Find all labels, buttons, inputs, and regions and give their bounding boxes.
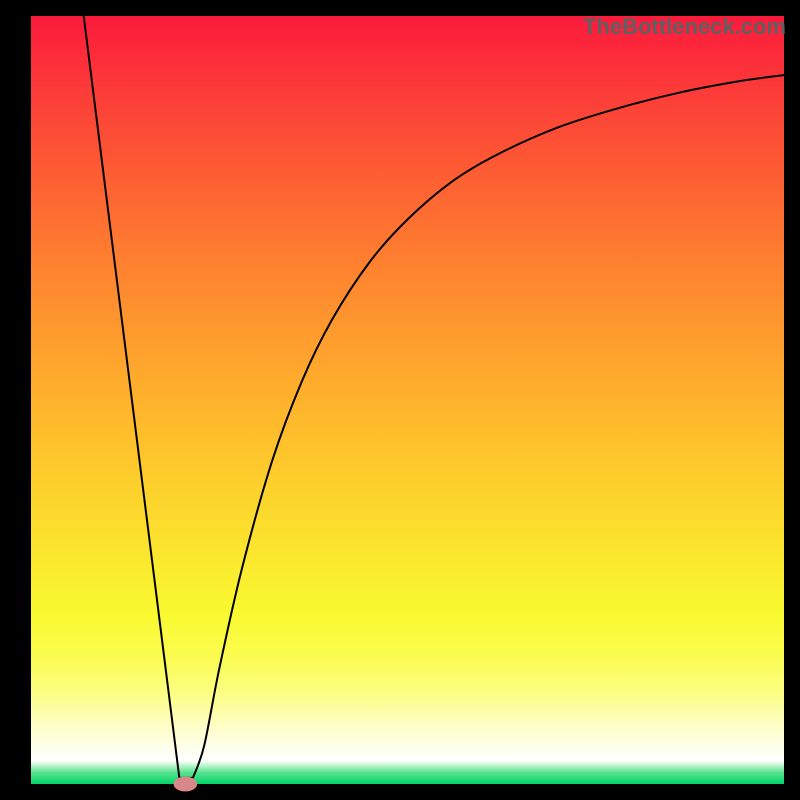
minimum-marker: [174, 777, 197, 791]
chart-svg: [0, 0, 800, 800]
watermark-text: TheBottleneck.com: [583, 14, 786, 40]
plot-background: [31, 16, 784, 784]
chart-container: TheBottleneck.com: [0, 0, 800, 800]
